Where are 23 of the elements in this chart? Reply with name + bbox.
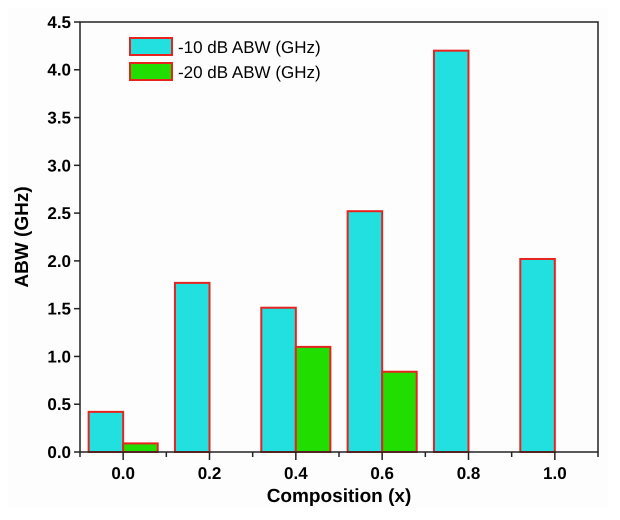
x-tick-label: 1.0 xyxy=(543,464,567,483)
x-tick-label: 0.4 xyxy=(284,464,308,483)
x-tick-label: 0.2 xyxy=(198,464,222,483)
x-tick-label: 0.0 xyxy=(111,464,135,483)
legend-label: -10 dB ABW (GHz) xyxy=(178,38,321,57)
y-tick-label: 1.0 xyxy=(47,347,71,366)
x-axis-title: Composition (x) xyxy=(266,486,412,507)
y-tick-label: 0.5 xyxy=(47,395,71,414)
bar xyxy=(174,282,210,453)
y-tick-label: 1.5 xyxy=(47,300,71,319)
y-tick-label: 2.5 xyxy=(47,204,71,224)
bar xyxy=(432,50,470,453)
y-tick-label: 2.0 xyxy=(47,252,71,271)
y-axis-title: ABW (GHz) xyxy=(12,186,33,288)
y-tick-label: 3.0 xyxy=(47,156,71,176)
y-tick-label: 0.0 xyxy=(47,442,71,462)
y-tick-label: 4.5 xyxy=(47,12,71,32)
legend-label: -20 dB ABW (GHz) xyxy=(178,62,321,82)
x-tick-label: 0.6 xyxy=(370,464,394,483)
x-tick-label: 0.8 xyxy=(456,464,480,483)
y-tick-label: 3.5 xyxy=(47,108,71,128)
y-tick-label: 4.0 xyxy=(47,60,71,80)
bar xyxy=(519,258,556,453)
